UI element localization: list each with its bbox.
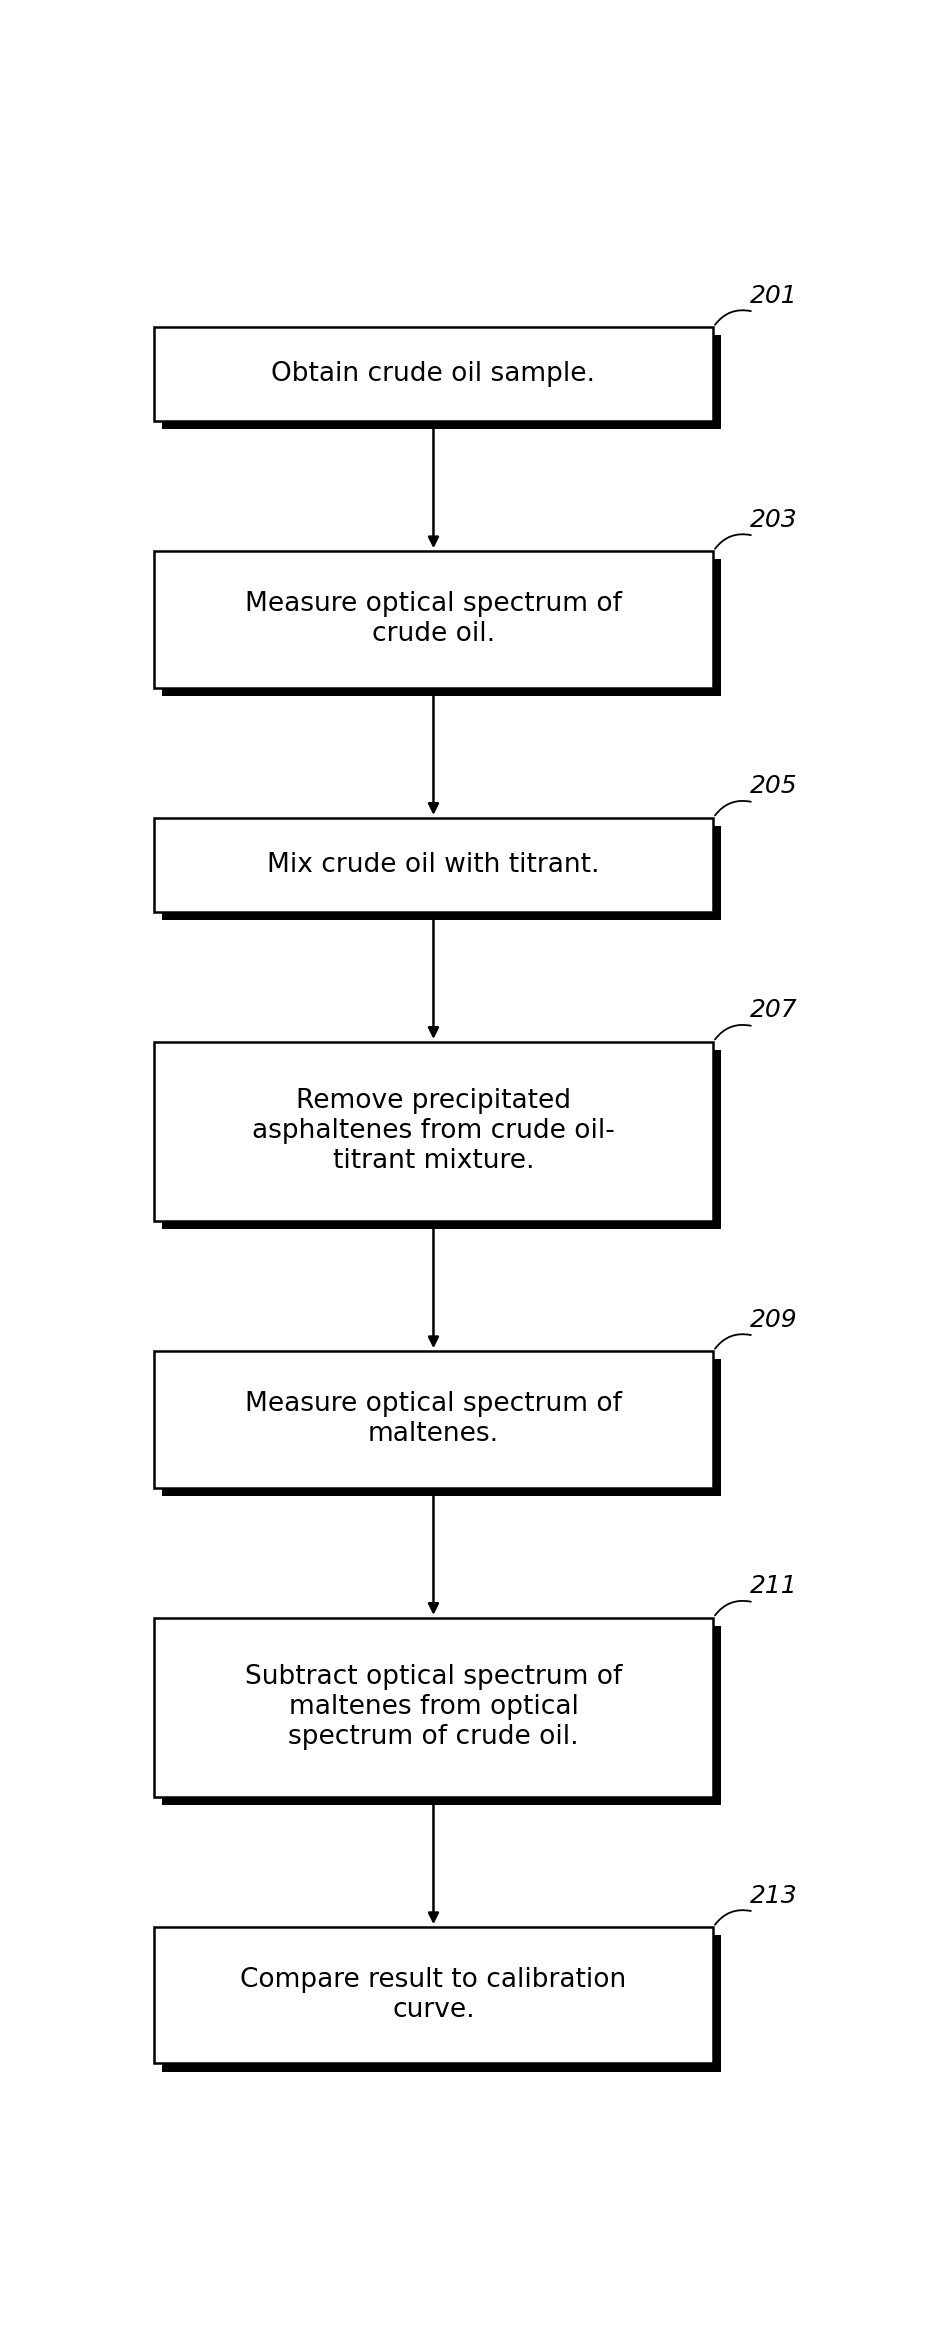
Bar [161,827,721,921]
Text: 201: 201 [749,284,797,308]
Text: Measure optical spectrum of
crude oil.: Measure optical spectrum of crude oil. [245,592,622,648]
Bar [161,1050,721,1229]
Text: 205: 205 [749,775,797,799]
Bar [161,336,721,430]
Bar [154,1618,713,1797]
Text: 211: 211 [749,1574,797,1597]
Text: Remove precipitated
asphaltenes from crude oil-
titrant mixture.: Remove precipitated asphaltenes from cru… [252,1088,614,1174]
Bar [154,552,713,688]
Text: Subtract optical spectrum of
maltenes from optical
spectrum of crude oil.: Subtract optical spectrum of maltenes fr… [245,1663,622,1750]
Text: Measure optical spectrum of
maltenes.: Measure optical spectrum of maltenes. [245,1391,622,1447]
Text: 213: 213 [749,1884,797,1907]
Bar [161,1936,721,2072]
Bar [161,559,721,695]
Bar [154,1041,713,1221]
Bar [161,1360,721,1496]
Text: Mix crude oil with titrant.: Mix crude oil with titrant. [267,853,599,879]
Bar [154,817,713,911]
Bar [154,1926,713,2062]
Text: Compare result to calibration
curve.: Compare result to calibration curve. [240,1966,627,2022]
Bar [154,327,713,420]
Text: 207: 207 [749,998,797,1022]
Text: 203: 203 [749,507,797,531]
Text: 209: 209 [749,1308,797,1332]
Bar [154,1351,713,1487]
Bar [161,1626,721,1804]
Text: Obtain crude oil sample.: Obtain crude oil sample. [271,362,596,388]
